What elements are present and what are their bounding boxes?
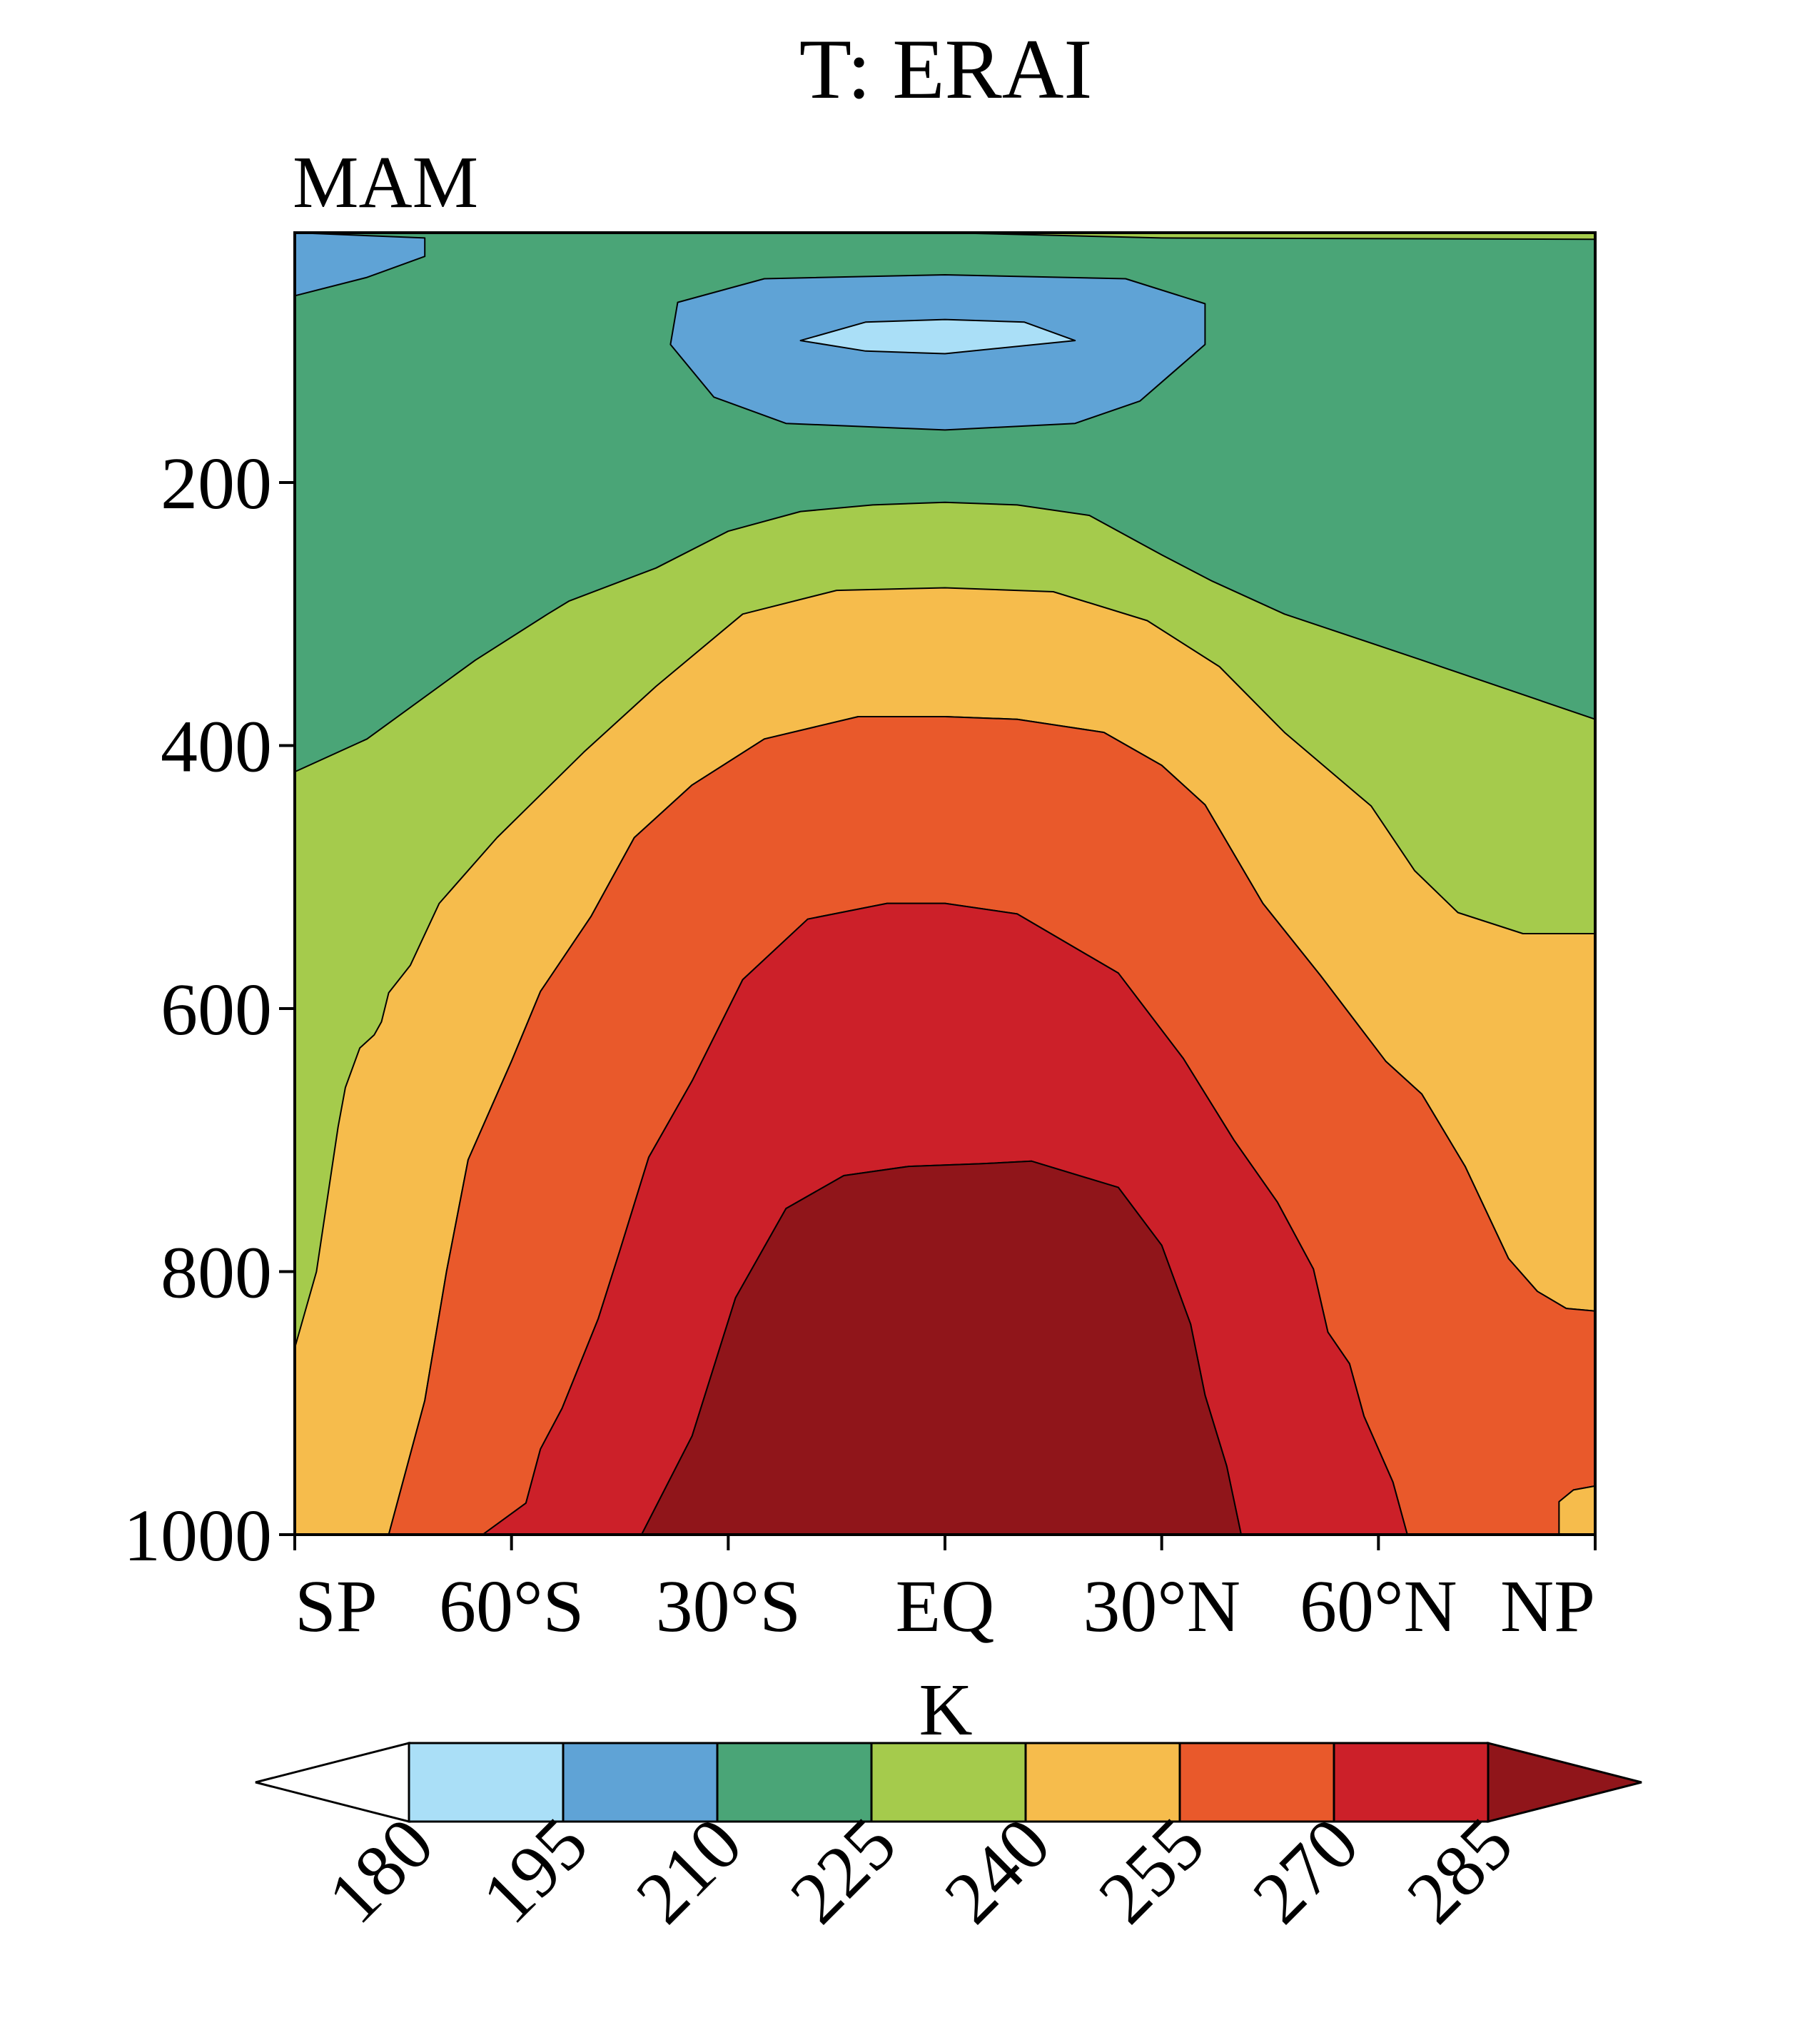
x-tick-label: NP [1500, 1565, 1595, 1647]
y-tick-label: 800 [161, 1232, 272, 1314]
colorbar-swatch [1333, 1742, 1490, 1823]
colorbar-level-label: 195 [467, 1802, 604, 1939]
contour-fill-240-255-np [1558, 1485, 1595, 1535]
colorbar-level-label: 240 [929, 1802, 1066, 1939]
x-tick-label: SP [295, 1565, 378, 1647]
chart-title: T: ERAI [799, 21, 1093, 116]
y-tick-label: 200 [161, 443, 272, 525]
contour-fill-180-195 [799, 318, 1076, 355]
contour-fill-195-210-sp [295, 233, 426, 297]
colorbar-swatch [408, 1742, 565, 1823]
colorbar-level-label: 210 [621, 1802, 758, 1939]
x-tick-label: 30°N [1083, 1565, 1240, 1647]
colorbar-swatch [562, 1742, 719, 1823]
x-axis: SP 60°S 30°S EQ 30°N 60°N NP [293, 1535, 1597, 1647]
colorbar-swatch [1024, 1742, 1181, 1823]
colorbar-swatch [1178, 1742, 1335, 1823]
colorbar-level-label: 255 [1083, 1802, 1220, 1939]
contour-fills [295, 233, 1595, 1535]
colorbar-upper-extension [1487, 1742, 1642, 1823]
colorbar-units-label: K [919, 1669, 972, 1751]
x-tick-label: 60°N [1300, 1565, 1457, 1647]
chart-subtitle: MAM [293, 141, 478, 223]
y-tick-label: 400 [161, 706, 272, 788]
colorbar: 180 195 210 225 240 255 270 285 [255, 1742, 1642, 1939]
contour-fill-210-225 [295, 233, 1595, 773]
colorbar-swatch [716, 1742, 873, 1823]
y-tick-label: 1000 [123, 1495, 272, 1577]
colorbar-level-label: 180 [313, 1802, 450, 1939]
colorbar-level-label: 225 [775, 1802, 912, 1939]
y-axis: 200 400 600 800 1000 [123, 443, 295, 1577]
x-tick-label: 30°S [656, 1565, 801, 1647]
colorbar-level-label: 285 [1392, 1802, 1529, 1939]
x-tick-label: 60°S [439, 1565, 584, 1647]
y-tick-label: 600 [161, 969, 272, 1051]
contour-fill-285-plus [640, 1160, 1242, 1535]
colorbar-level-label: 270 [1238, 1802, 1375, 1939]
x-tick-label: EQ [896, 1565, 995, 1647]
